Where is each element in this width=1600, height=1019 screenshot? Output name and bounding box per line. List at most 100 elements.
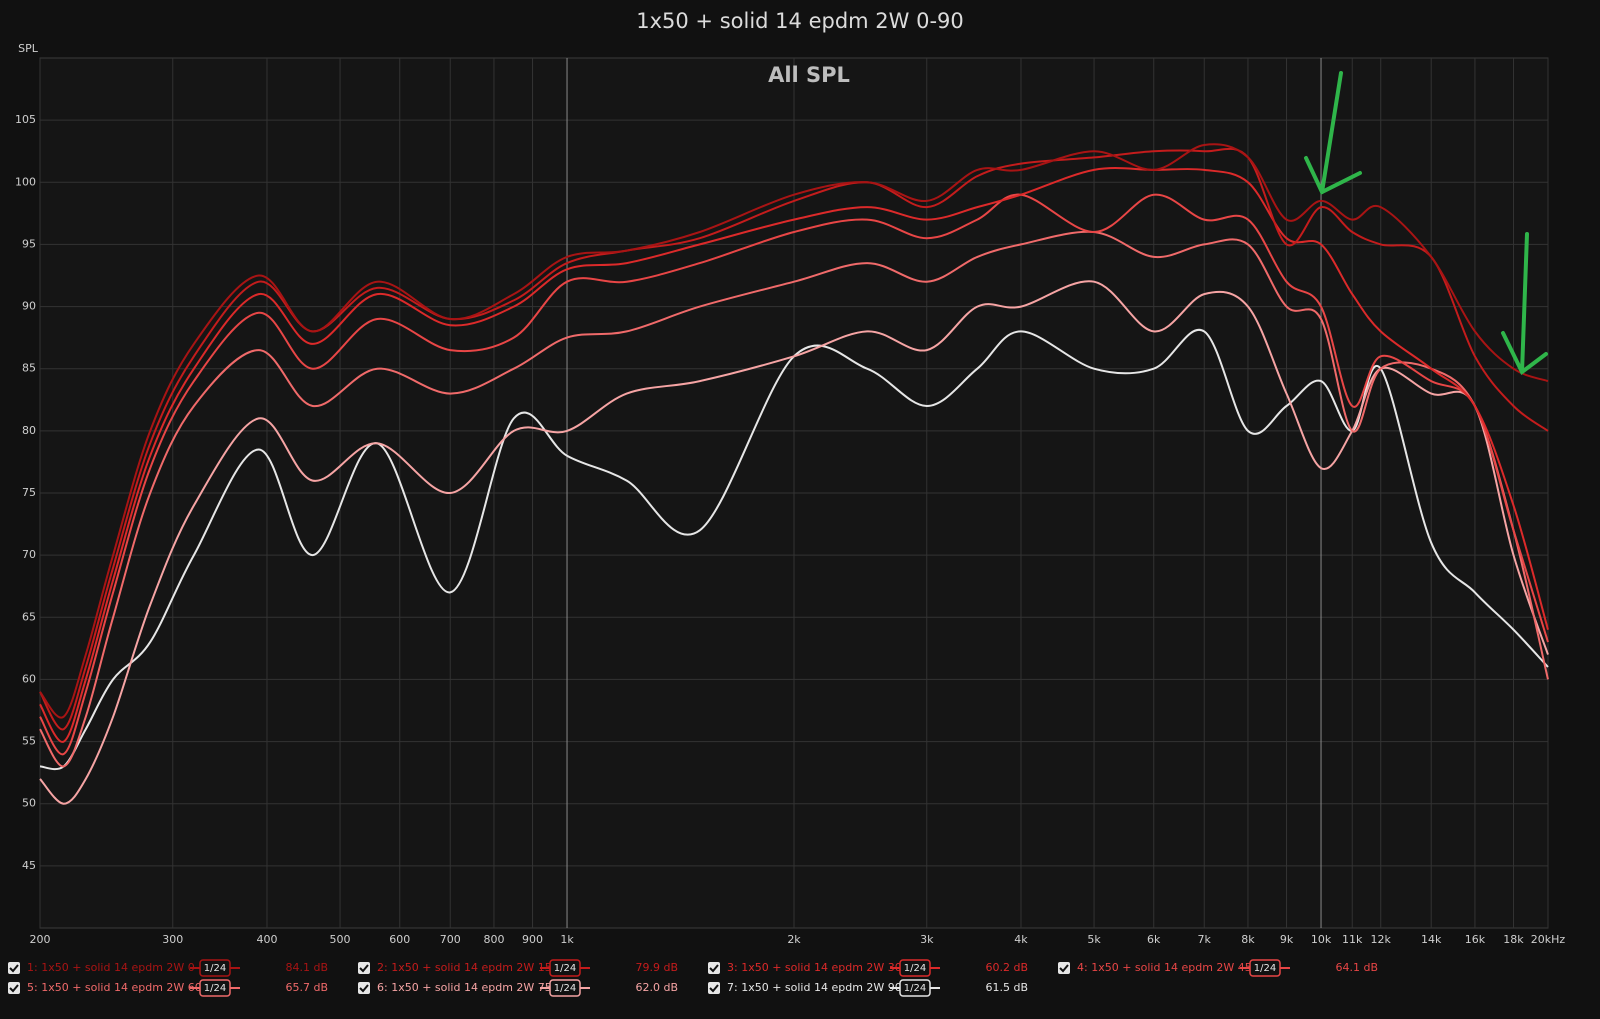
x-tick-label: 500 (330, 933, 351, 946)
legend-entry: 7: 1x50 + solid 14 epdm 2W 90 1/24 61.5 dB (708, 979, 1028, 997)
legend-checkbox[interactable] (358, 962, 370, 974)
x-tick-label: 8k (1241, 933, 1255, 946)
legend-entry: 3: 1x50 + solid 14 epdm 2W 30 1/24 60.2 dB (708, 959, 1028, 977)
y-tick-label: 105 (15, 113, 36, 126)
legend-smoothing-box[interactable] (899, 959, 931, 977)
series-line (39, 280, 1549, 805)
legend-value: 61.5 dB (985, 981, 1028, 994)
x-tick-label: 9k (1280, 933, 1294, 946)
y-axis-label: SPL (18, 42, 39, 55)
arrow (1304, 71, 1362, 195)
legend-checkbox[interactable] (708, 962, 720, 974)
legend-entry: 4: 1x50 + solid 14 epdm 2W 45 1/24 64.1 dB (1058, 959, 1378, 977)
legend-value: 84.1 dB (285, 961, 328, 974)
legend-entry: 5: 1x50 + solid 14 epdm 2W 60 1/24 65.7 dB (8, 979, 328, 997)
y-tick-label: 75 (22, 486, 36, 499)
legend-smoothing-box[interactable] (549, 979, 581, 997)
x-tick-label: 900 (522, 933, 543, 946)
legend-checkbox[interactable] (8, 962, 20, 974)
legend-checkbox[interactable] (358, 982, 370, 994)
y-tick-label: 65 (22, 610, 36, 623)
legend-smoothing-box[interactable] (549, 959, 581, 977)
x-tick-label: 14k (1421, 933, 1442, 946)
legend-label: 6: 1x50 + solid 14 epdm 2W 75 (377, 981, 552, 994)
x-tick-label: 11k (1342, 933, 1363, 946)
annotation: All SPL (768, 63, 850, 87)
series-line (39, 167, 1549, 743)
series-line (39, 230, 1549, 768)
legend-value: 65.7 dB (285, 981, 328, 994)
legend-check (709, 964, 719, 973)
x-tick-label: 600 (389, 933, 410, 946)
y-tick-label: 55 (22, 735, 36, 748)
x-tick-label: 12k (1371, 933, 1392, 946)
legend-smoothing: 1/24 (204, 983, 226, 994)
legend-smoothing-box[interactable] (1249, 959, 1281, 977)
legend-checkbox[interactable] (8, 982, 20, 994)
x-tick-label: 300 (162, 933, 183, 946)
legend-checkbox[interactable] (708, 982, 720, 994)
x-tick-label: 6k (1147, 933, 1161, 946)
series-lines (39, 143, 1549, 805)
x-tick-label: 10k (1311, 933, 1332, 946)
legend-value: 79.9 dB (635, 961, 678, 974)
legend-value: 64.1 dB (1335, 961, 1378, 974)
y-tick-label: 85 (22, 362, 36, 375)
legend-check (9, 964, 19, 973)
legend-smoothing: 1/24 (1254, 963, 1276, 974)
x-tick-label: 2k (787, 933, 801, 946)
legend-label: 5: 1x50 + solid 14 epdm 2W 60 (27, 981, 202, 994)
chart-title: 1x50 + solid 14 epdm 2W 0-90 (636, 9, 964, 33)
x-tick-label: 18k (1503, 933, 1524, 946)
legend-label: 4: 1x50 + solid 14 epdm 2W 45 (1077, 961, 1252, 974)
legend-smoothing: 1/24 (554, 983, 576, 994)
legend-check (9, 984, 19, 993)
legend-entry: 2: 1x50 + solid 14 epdm 2W 15 1/24 79.9 dB (358, 959, 678, 977)
x-tick-label: 16k (1465, 933, 1486, 946)
x-tick-label: 400 (256, 933, 277, 946)
annotation-arrows (1304, 71, 1548, 376)
x-tick-label: 200 (30, 933, 51, 946)
grid (39, 58, 1549, 928)
legend-smoothing-box[interactable] (199, 979, 231, 997)
legend-checkbox[interactable] (1058, 962, 1070, 974)
legend-smoothing: 1/24 (904, 983, 926, 994)
legend-smoothing-box[interactable] (899, 979, 931, 997)
legend-value: 60.2 dB (985, 961, 1028, 974)
x-tick-label: 3k (920, 933, 934, 946)
legend-label: 1: 1x50 + solid 14 epdm 2W 0 (27, 961, 195, 974)
x-tick-label: 5k (1087, 933, 1101, 946)
series-line (39, 193, 1549, 756)
legend-smoothing-box[interactable] (199, 959, 231, 977)
series-line (39, 143, 1549, 719)
legend-smoothing: 1/24 (554, 963, 576, 974)
y-tick-label: 95 (22, 237, 36, 250)
legend-label: 2: 1x50 + solid 14 epdm 2W 15 (377, 961, 552, 974)
legend-check (359, 984, 369, 993)
legend-label: 3: 1x50 + solid 14 epdm 2W 30 (727, 961, 902, 974)
series-line (39, 147, 1549, 731)
x-tick-label: 700 (440, 933, 461, 946)
x-tick-label: 4k (1014, 933, 1028, 946)
x-tick-label: 800 (483, 933, 504, 946)
y-tick-label: 90 (22, 300, 36, 313)
y-tick-label: 60 (22, 672, 36, 685)
legend-check (709, 984, 719, 993)
legend: 1: 1x50 + solid 14 epdm 2W 0 1/24 84.1 dB 2… (8, 959, 1378, 997)
legend-smoothing: 1/24 (204, 963, 226, 974)
y-tick-label: 70 (22, 548, 36, 561)
legend-check (359, 964, 369, 973)
y-tick-label: 100 (15, 175, 36, 188)
legend-label: 7: 1x50 + solid 14 epdm 2W 90 (727, 981, 902, 994)
legend-entry: 1: 1x50 + solid 14 epdm 2W 0 1/24 84.1 dB (8, 959, 328, 977)
legend-check (1059, 964, 1069, 973)
y-tick-label: 45 (22, 859, 36, 872)
legend-smoothing: 1/24 (904, 963, 926, 974)
y-tick-label: 80 (22, 424, 36, 437)
x-tick-label: 20kHz (1531, 933, 1566, 946)
x-tick-label: 7k (1198, 933, 1212, 946)
x-tick-label: 1k (560, 933, 574, 946)
y-tick-label: 50 (22, 797, 36, 810)
